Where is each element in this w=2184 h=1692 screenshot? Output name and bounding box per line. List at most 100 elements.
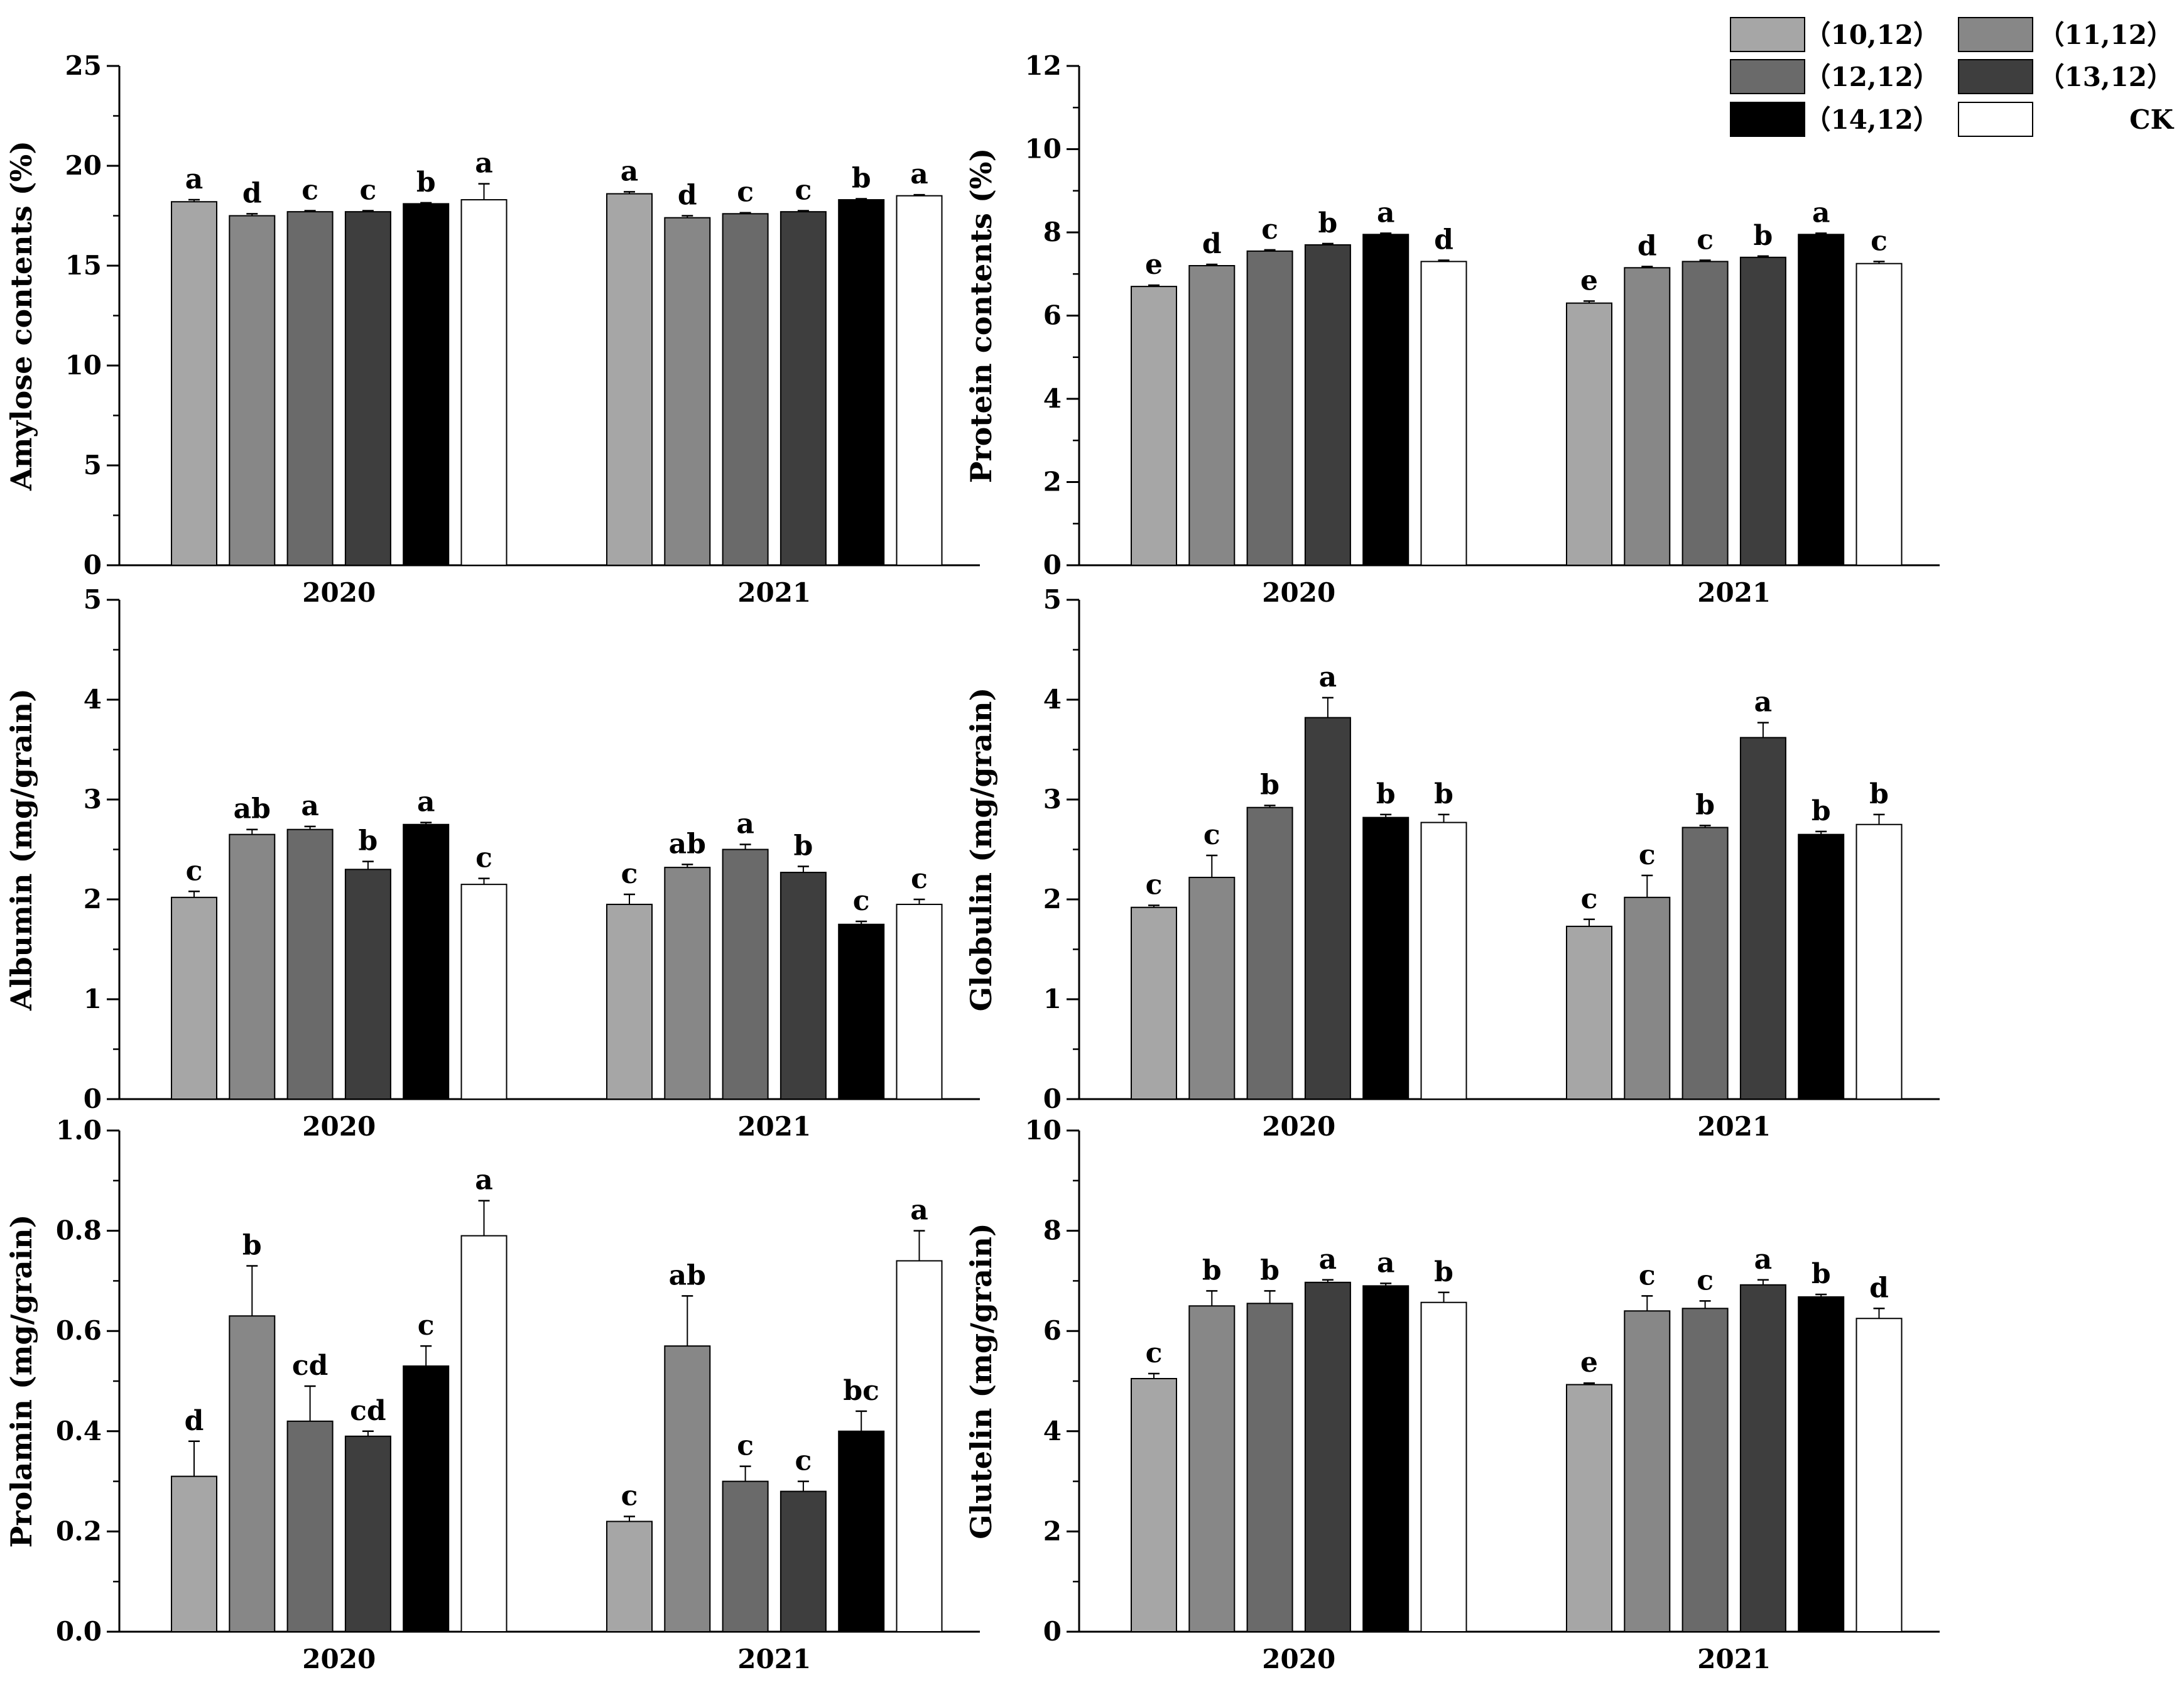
bar-2020-series-1 — [1131, 286, 1177, 566]
bar-2020-series-6 — [460, 1235, 508, 1632]
chart-panel-5: 0.0 0.2 0.4 0.6 0.8 1.0 Prolamin (mg/grain) 202… — [4, 1115, 980, 1674]
significance-letter: c — [1581, 883, 1598, 915]
significance-letter: b — [1812, 1258, 1831, 1290]
bar-2021-series-4 — [1739, 1284, 1786, 1633]
significance-letter: a — [1754, 1244, 1773, 1276]
significance-letter: a — [1812, 197, 1830, 229]
bar-2021-series-1 — [1566, 925, 1612, 1100]
bar-2021-series-6 — [1855, 1318, 1903, 1632]
significance-letter: d — [242, 177, 262, 209]
chart-panel-2: 0 2 4 6 8 10 12 Protein contents (%) 2020 e d c b a d 2… — [964, 50, 1940, 608]
legend-label: （10,12） — [1804, 19, 1940, 50]
y-axis-title: Glutelin (mg/grain) — [964, 1223, 998, 1539]
significance-letter: a — [621, 155, 639, 187]
y-tick-label: 4 — [84, 684, 102, 715]
y-tick-label: 8 — [1043, 217, 1062, 247]
bar-2020-series-1 — [1131, 1378, 1177, 1632]
significance-letter: c — [1203, 819, 1220, 851]
bar-2021-series-1 — [606, 193, 653, 566]
bar-2020-series-5 — [403, 823, 450, 1100]
significance-letter: c — [1697, 224, 1714, 256]
x-category-label: 2020 — [1262, 1111, 1335, 1142]
bar-2021-series-1 — [606, 903, 653, 1100]
bar-2021-series-6 — [896, 1260, 943, 1632]
bar-2020-series-4 — [344, 869, 391, 1100]
y-axis-title: Protein contents (%) — [964, 148, 998, 483]
x-category-label: 2021 — [737, 1644, 811, 1674]
y-tick-label: 12 — [1025, 50, 1062, 81]
bar-2021-series-3 — [722, 1480, 769, 1633]
bar-2020-series-6 — [1420, 822, 1467, 1100]
significance-letter: e — [1580, 264, 1598, 296]
y-tick-label: 2 — [1043, 467, 1062, 497]
significance-letter: c — [1261, 214, 1278, 246]
chart-panel-4: 0 1 2 3 4 5 Globulin (mg/grain) 2020 c c b a b b 2021 c… — [964, 584, 1940, 1142]
x-category-label: 2020 — [302, 1644, 376, 1674]
y-tick-label: 4 — [1043, 383, 1062, 414]
significance-letter: b — [1434, 778, 1453, 810]
bar-2021-series-3 — [1681, 827, 1729, 1100]
bar-2021-series-3 — [722, 849, 769, 1100]
bar-2021-series-2 — [1624, 896, 1671, 1100]
significance-letter: c — [795, 175, 812, 207]
bar-2020-series-2 — [1188, 265, 1236, 566]
x-category-label: 2021 — [1697, 577, 1771, 608]
bar-2020-series-4 — [1304, 1281, 1351, 1632]
significance-letter: c — [418, 1310, 435, 1342]
legend-label: （12,12） — [1804, 62, 1940, 92]
bar-2021-series-1 — [1566, 1384, 1612, 1632]
y-tick-label: 4 — [1043, 684, 1062, 715]
y-tick-label: 2 — [1043, 1516, 1062, 1546]
significance-letter: a — [1319, 661, 1337, 693]
bar-2020-series-5 — [403, 203, 450, 567]
y-tick-label: 5 — [84, 450, 102, 480]
y-tick-label: 25 — [65, 50, 102, 81]
significance-letter: c — [1697, 1264, 1714, 1296]
legend-swatch — [1730, 102, 1805, 137]
y-tick-label: 4 — [1043, 1416, 1062, 1446]
bar-2020-series-5 — [1362, 1285, 1410, 1632]
bar-2020-series-3 — [286, 828, 334, 1100]
x-category-label: 2020 — [1262, 1644, 1335, 1674]
significance-letter: cd — [292, 1350, 329, 1382]
bar-2021-series-2 — [1624, 267, 1671, 566]
y-tick-label: 1.0 — [56, 1115, 102, 1146]
significance-letter: c — [621, 858, 638, 890]
y-axis-title: Albumin (mg/grain) — [4, 688, 38, 1011]
legend-label: （11,12） — [2038, 19, 2173, 50]
bar-2021-series-5 — [838, 199, 885, 566]
bar-2021-series-5 — [838, 923, 885, 1100]
bar-2021-series-6 — [896, 903, 943, 1100]
significance-letter: c — [911, 863, 928, 895]
y-tick-label: 1 — [84, 984, 102, 1014]
significance-letter: c — [795, 1445, 812, 1477]
y-tick-label: 20 — [65, 150, 102, 181]
significance-letter: b — [852, 162, 871, 194]
bar-2020-series-4 — [344, 211, 391, 566]
significance-letter: c — [302, 175, 318, 207]
y-axis-title: Globulin (mg/grain) — [964, 688, 998, 1012]
significance-letter: a — [1754, 686, 1773, 719]
significance-letter: d — [678, 180, 697, 212]
bar-2021-series-4 — [780, 872, 827, 1100]
y-tick-label: 8 — [1043, 1215, 1062, 1246]
significance-letter: d — [1434, 224, 1453, 256]
bar-2020-series-2 — [229, 215, 276, 566]
bar-2020-series-3 — [1246, 250, 1293, 566]
y-tick-label: 15 — [65, 250, 102, 281]
bar-2020-series-3 — [286, 1420, 334, 1633]
x-category-label: 2021 — [1697, 1644, 1771, 1674]
y-tick-label: 0 — [1043, 550, 1062, 580]
y-tick-label: 0 — [1043, 1616, 1062, 1647]
y-tick-label: 3 — [84, 784, 102, 815]
significance-letter: bc — [843, 1375, 879, 1407]
significance-letter: b — [1754, 220, 1773, 252]
bar-2021-series-6 — [1855, 823, 1903, 1100]
significance-letter: b — [1318, 207, 1338, 239]
significance-letter: c — [360, 175, 377, 207]
significance-letter: a — [910, 1195, 928, 1227]
y-tick-label: 0 — [84, 550, 102, 580]
significance-letter: a — [301, 790, 319, 822]
